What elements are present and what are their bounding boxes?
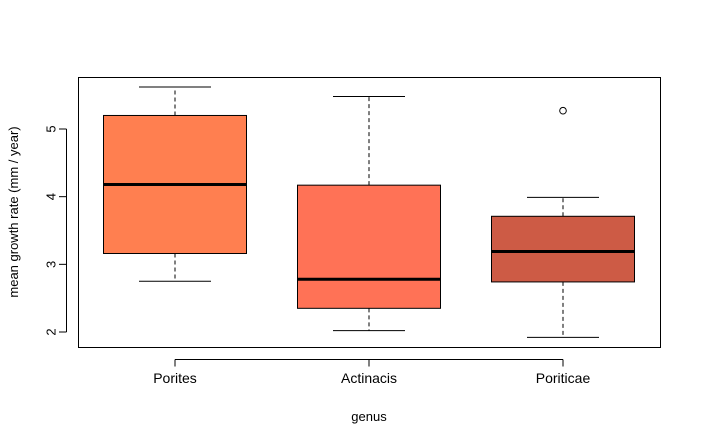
outlier-point xyxy=(559,106,567,115)
y-tick-label: 5 xyxy=(44,125,59,132)
x-tick-label-porites: Porites xyxy=(153,370,197,386)
y-axis: 2 3 4 5 xyxy=(44,125,67,336)
plot-frame xyxy=(78,77,661,348)
x-axis-labels: Porites Actinacis Poriticae xyxy=(153,359,591,386)
y-tick-label: 4 xyxy=(44,193,59,200)
iqr-box xyxy=(297,184,441,309)
iqr-box xyxy=(491,215,635,283)
y-tick-label: 2 xyxy=(44,328,59,335)
box-porites xyxy=(103,86,247,282)
y-axis-title: mean growth rate (mm / year) xyxy=(6,126,21,297)
box-poriticae xyxy=(491,106,635,338)
boxes-layer xyxy=(103,86,635,338)
x-tick-label-poriticae: Poriticae xyxy=(536,370,591,386)
box-actinacis xyxy=(297,96,441,332)
y-tick-label: 3 xyxy=(44,261,59,268)
x-axis-title: genus xyxy=(351,409,387,424)
x-tick-label-actinacis: Actinacis xyxy=(341,370,397,386)
